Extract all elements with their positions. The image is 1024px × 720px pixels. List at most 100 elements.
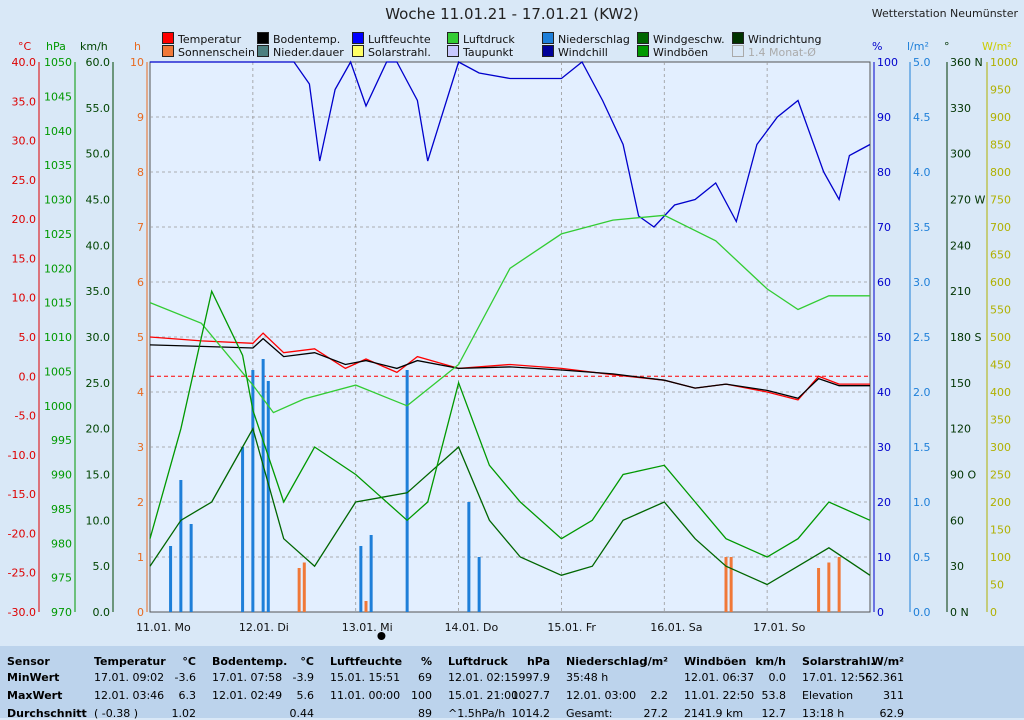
table-column-unit: °C [300,655,314,668]
table-column-unit: l/m² [643,655,668,668]
table-cell-label: ( -0.38 ) [94,707,139,720]
tick-label-hum: 70 [877,221,891,234]
tick-label-sun: 0 [137,606,144,619]
tick-label-dir: 30 [950,560,964,573]
table-cell-value: 62.9 [879,707,905,720]
tick-label-press: 1010 [44,331,72,344]
tick-label-press: 1020 [44,262,72,275]
table-column-head: Luftfeuchte [330,655,403,668]
tick-label-temp: -15.0 [8,488,36,501]
table-column-unit: km/h [755,655,786,668]
day-label: 14.01. Do [445,621,499,634]
bar-niederschlag [467,502,471,612]
tick-label-temp: 15.0 [12,252,37,265]
tick-label-solar: 50 [990,579,1004,592]
legend-item: Luftdruck [447,32,515,46]
tick-label-solar: 800 [990,166,1011,179]
tick-label-hum: 30 [877,441,891,454]
axis-unit-sun: h [134,40,141,53]
tick-label-temp: -20.0 [8,527,36,540]
tick-label-temp: 20.0 [12,213,37,226]
table-cell-value: 2.2 [650,689,669,702]
tick-label-dir: 90 O [950,469,976,482]
table-cell-label: 13:18 h [802,707,845,720]
table-column: Luftdruck hPa 12.01. 02:15 997.9 15.01. 21:0… [442,646,556,720]
tick-label-rain: 3.5 [913,221,931,234]
tick-label-temp: -30.0 [8,606,36,619]
bar-niederschlag [477,557,481,612]
axis-unit-rain: l/m² [907,40,929,53]
moon-phase-icon [377,632,386,640]
bar-sonnenschein [837,557,841,612]
tick-label-wind: 40.0 [86,239,111,252]
tick-label-dir: 150 [950,377,971,390]
bar-niederschlag [359,546,363,612]
legend-item: Bodentemp. [257,32,340,46]
table-column: Windböen km/h 12.01. 06:37 0.0 11.01. 22:50 5… [678,646,792,720]
tick-label-solar: 400 [990,386,1011,399]
legend-swatch [352,45,364,57]
legend-label: Niederschlag [558,33,630,46]
legend-item: Nieder.dauer [257,45,344,59]
tick-label-rain: 2.5 [913,331,931,344]
tick-label-dir: 240 [950,239,971,252]
tick-label-dir: 120 [950,423,971,436]
legend-label: Luftdruck [463,33,515,46]
table-column-head: Bodentemp. [212,655,288,668]
table-cell-label: 2141.9 km [684,707,744,720]
tick-label-temp: -25.0 [8,567,36,580]
legend-swatch [447,32,459,44]
legend-swatch [257,45,269,57]
axis-unit-temp: °C [18,40,32,53]
tick-label-solar: 700 [990,221,1011,234]
tick-label-press: 1040 [44,125,72,138]
table-cell-label: Gesamt: [566,707,613,720]
day-label: 16.01. Sa [650,621,702,634]
tick-label-sun: 2 [137,496,144,509]
tick-label-solar: 900 [990,111,1011,124]
tick-label-solar: 150 [990,524,1011,537]
legend-item: Luftfeuchte [352,32,431,46]
legend-swatch [352,32,364,44]
tick-label-wind: 60.0 [86,56,111,69]
legend-swatch [542,45,554,57]
tick-label-solar: 100 [990,551,1011,564]
table-cell-label: 11.01. 00:00 [330,689,401,702]
tick-label-rain: 4.5 [913,111,931,124]
tick-label-dir: 180 S [950,331,981,344]
legend-label: Bodentemp. [273,33,341,46]
tick-label-temp: 0.0 [19,370,37,383]
weather-chart: 40.035.030.025.020.015.010.05.00.0-5.0-1… [8,56,1018,640]
axis-unit-dir: ° [944,40,950,53]
legend-label: Windrichtung [748,33,822,46]
series-line-luftfeuchte [150,60,871,228]
table-cell-value: 6.3 [178,689,197,702]
legend-item: Windchill [542,45,608,59]
table-column-head: Windböen [684,655,747,668]
legend-label: Taupunkt [463,46,514,59]
axis-unit-solar: W/m² [982,40,1012,53]
tick-label-wind: 35.0 [86,285,111,298]
table-cell-label: 35:48 h [566,671,609,684]
table-cell-value: 89 [418,707,432,720]
table-cell-label: 17.01. 12:56 [802,671,873,684]
tick-label-sun: 5 [137,331,144,344]
day-label: 15.01. Fr [547,621,596,634]
tick-label-solar: 600 [990,276,1011,289]
tick-label-press: 1050 [44,56,72,69]
table-column-head: Luftdruck [448,655,508,668]
table-cell-value: 0.44 [289,707,315,720]
tick-label-wind: 45.0 [86,194,111,207]
table-column-unit: °C [182,655,196,668]
table-cell-value: 53.8 [761,689,787,702]
table-cell-label: 12.01. 06:37 [684,671,755,684]
table-filler [914,646,1024,718]
table-cell-value: 27.2 [643,707,669,720]
tick-label-temp: -10.0 [8,449,36,462]
tick-label-press: 985 [51,503,72,516]
tick-label-solar: 250 [990,469,1011,482]
table-column-unit: W/m² [871,655,904,668]
table-column-unit: % [420,655,432,668]
legend-item: Windrichtung [732,32,821,46]
tick-label-rain: 0.0 [913,606,931,619]
